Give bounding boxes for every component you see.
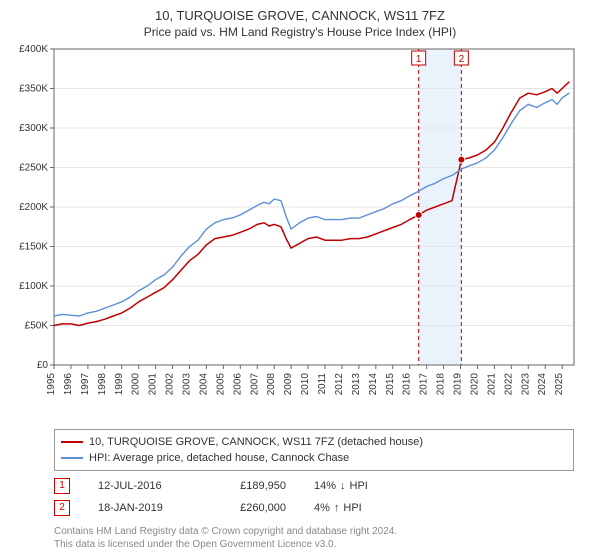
svg-text:1998: 1998 (97, 373, 108, 396)
legend-row: HPI: Average price, detached house, Cann… (61, 450, 567, 466)
marker-delta: 4% ↑ HPI (314, 497, 362, 519)
svg-text:2008: 2008 (266, 373, 277, 396)
marker-row: 1 12-JUL-2016 £189,950 14% ↓ HPI (54, 475, 590, 497)
marker-date: 12-JUL-2016 (98, 475, 188, 497)
svg-text:2011: 2011 (317, 373, 328, 395)
svg-text:£400K: £400K (19, 44, 48, 55)
svg-text:2021: 2021 (486, 373, 497, 396)
svg-text:2006: 2006 (232, 373, 243, 396)
svg-text:2017: 2017 (419, 373, 430, 396)
chart-subtitle: Price paid vs. HM Land Registry's House … (10, 25, 590, 39)
arrow-up-icon: ↑ (334, 497, 340, 519)
svg-text:2007: 2007 (249, 373, 260, 396)
svg-text:2022: 2022 (503, 373, 514, 396)
svg-text:2023: 2023 (520, 373, 531, 396)
svg-text:2014: 2014 (368, 373, 379, 396)
svg-text:2016: 2016 (402, 373, 413, 396)
svg-text:2015: 2015 (385, 373, 396, 396)
chart-area: £0 £50K £100K £150K £200K £250K £300K £350K £400… (10, 43, 590, 423)
svg-text:1999: 1999 (114, 373, 125, 396)
svg-text:2000: 2000 (131, 373, 142, 396)
svg-text:2025: 2025 (554, 373, 565, 396)
marker-badge: 1 (54, 478, 70, 494)
marker-badge: 2 (54, 500, 70, 516)
svg-text:2003: 2003 (182, 373, 193, 396)
legend-swatch-icon (61, 441, 83, 443)
line-chart-svg: £0 £50K £100K £150K £200K £250K £300K £350K £400… (10, 43, 590, 423)
svg-text:£300K: £300K (19, 123, 48, 134)
svg-text:£250K: £250K (19, 163, 48, 174)
chart-title: 10, TURQUOISE GROVE, CANNOCK, WS11 7FZ (10, 8, 590, 23)
marker-row: 2 18-JAN-2019 £260,000 4% ↑ HPI (54, 497, 590, 519)
marker-price: £260,000 (216, 497, 286, 519)
footer-line: This data is licensed under the Open Gov… (54, 538, 574, 551)
svg-text:2019: 2019 (453, 373, 464, 396)
legend-swatch-icon (61, 457, 83, 459)
svg-text:2010: 2010 (300, 373, 311, 396)
marker-delta: 14% ↓ HPI (314, 475, 368, 497)
delta-pct: 4% (314, 497, 330, 519)
svg-text:2002: 2002 (165, 373, 176, 396)
legend-label: HPI: Average price, detached house, Cann… (89, 450, 349, 466)
footer-attribution: Contains HM Land Registry data © Crown c… (54, 525, 574, 551)
svg-text:2012: 2012 (334, 373, 345, 396)
marker-price: £189,950 (216, 475, 286, 497)
footer-line: Contains HM Land Registry data © Crown c… (54, 525, 574, 538)
svg-text:1997: 1997 (80, 373, 91, 396)
svg-text:£50K: £50K (25, 321, 49, 332)
svg-text:2018: 2018 (436, 373, 447, 396)
marker-table: 1 12-JUL-2016 £189,950 14% ↓ HPI 2 18-JA… (54, 475, 590, 519)
marker-date: 18-JAN-2019 (98, 497, 188, 519)
svg-text:1996: 1996 (63, 373, 74, 396)
svg-text:1995: 1995 (46, 373, 57, 396)
svg-text:2009: 2009 (283, 373, 294, 396)
svg-text:£350K: £350K (19, 84, 48, 95)
svg-text:2: 2 (459, 54, 465, 65)
delta-pct: 14% (314, 475, 336, 497)
delta-suffix: HPI (350, 475, 368, 497)
svg-text:1: 1 (416, 54, 422, 65)
svg-text:£0: £0 (37, 360, 49, 371)
svg-text:£150K: £150K (19, 242, 48, 253)
delta-suffix: HPI (343, 497, 361, 519)
svg-text:2001: 2001 (148, 373, 159, 396)
svg-text:£100K: £100K (19, 281, 48, 292)
svg-text:2004: 2004 (198, 373, 209, 396)
arrow-down-icon: ↓ (340, 475, 346, 497)
svg-text:2005: 2005 (215, 373, 226, 396)
svg-text:£200K: £200K (19, 202, 48, 213)
legend-label: 10, TURQUOISE GROVE, CANNOCK, WS11 7FZ (… (89, 434, 423, 450)
svg-text:2013: 2013 (351, 373, 362, 396)
legend-row: 10, TURQUOISE GROVE, CANNOCK, WS11 7FZ (… (61, 434, 567, 450)
svg-text:2024: 2024 (537, 373, 548, 396)
chart-container: 10, TURQUOISE GROVE, CANNOCK, WS11 7FZ P… (0, 0, 600, 560)
legend: 10, TURQUOISE GROVE, CANNOCK, WS11 7FZ (… (54, 429, 574, 471)
svg-text:2020: 2020 (469, 373, 480, 396)
